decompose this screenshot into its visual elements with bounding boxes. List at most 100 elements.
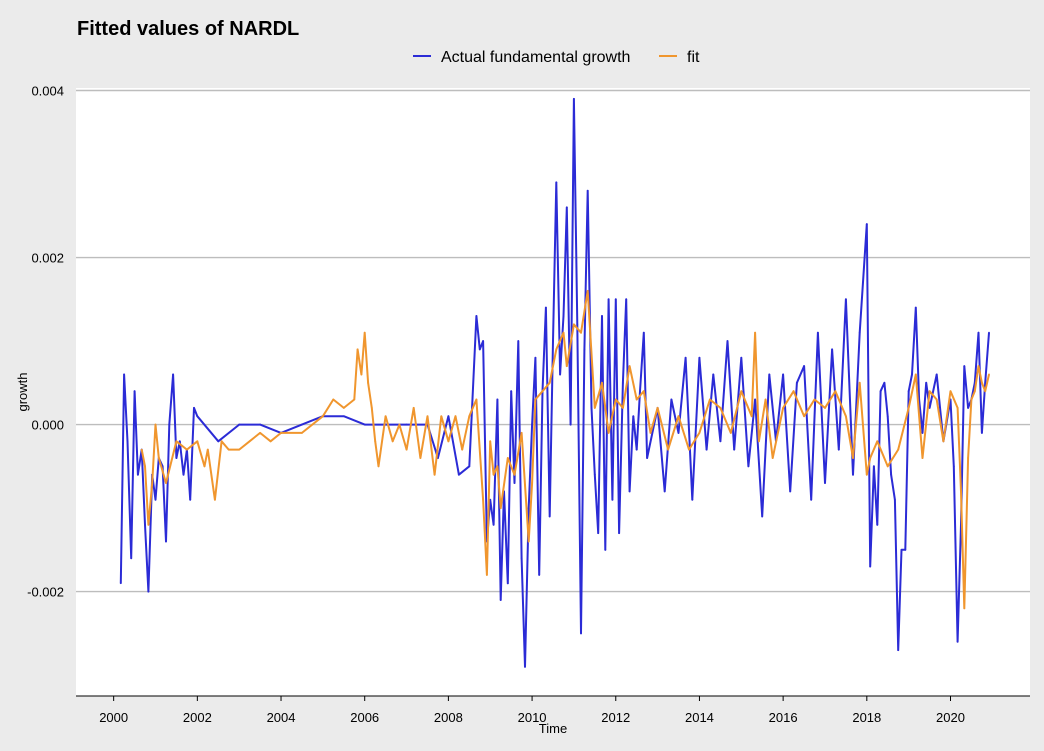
data-point — [900, 548, 903, 551]
data-point — [607, 298, 610, 301]
data-point — [663, 490, 666, 493]
data-point — [555, 348, 558, 351]
data-point — [792, 390, 795, 393]
data-point — [977, 331, 980, 334]
data-point — [562, 315, 565, 317]
data-point — [837, 448, 840, 451]
data-point — [154, 423, 157, 426]
data-point — [133, 390, 136, 393]
x-tick-label: 2018 — [852, 710, 881, 725]
data-point — [492, 473, 495, 476]
data-point — [980, 432, 983, 434]
data-point — [925, 381, 928, 384]
data-point — [897, 448, 900, 451]
data-point — [482, 340, 485, 342]
data-point — [988, 373, 990, 376]
data-point — [921, 457, 924, 459]
data-point — [611, 498, 614, 501]
data-point — [789, 490, 792, 493]
data-point — [489, 498, 492, 501]
data-point — [363, 423, 366, 426]
data-point — [119, 582, 122, 585]
data-point — [555, 181, 558, 184]
y-axis-ticks: -0.002 0.000 0.002 0.004 — [27, 84, 64, 600]
data-point — [956, 640, 959, 643]
legend-label-fit: fit — [687, 49, 700, 66]
data-point — [642, 390, 645, 393]
data-point — [384, 415, 387, 418]
data-point — [144, 523, 146, 526]
data-point — [510, 390, 513, 393]
data-point — [126, 440, 129, 443]
data-point — [597, 532, 600, 535]
data-point — [534, 398, 537, 401]
data-point — [524, 665, 526, 668]
data-point — [189, 498, 192, 501]
data-point — [977, 365, 980, 368]
data-point — [876, 523, 879, 526]
data-point — [482, 498, 485, 501]
data-point — [301, 432, 303, 434]
data-point — [513, 473, 516, 476]
data-point — [897, 649, 900, 651]
data-point — [175, 457, 178, 459]
data-point — [719, 406, 722, 409]
data-point — [852, 457, 854, 459]
data-point — [601, 315, 603, 317]
data-point — [876, 440, 879, 443]
data-point — [559, 373, 562, 376]
x-tick-label: 2002 — [183, 710, 212, 725]
data-point — [259, 423, 262, 426]
data-point — [447, 415, 450, 418]
data-point — [869, 457, 872, 459]
data-point — [824, 406, 826, 409]
data-point — [457, 473, 460, 476]
data-point — [499, 507, 502, 509]
data-point — [475, 315, 478, 317]
data-point — [565, 365, 568, 368]
y-tick-label: 0.000 — [31, 418, 64, 433]
data-point — [269, 440, 272, 443]
data-point — [412, 406, 415, 409]
data-point — [367, 381, 369, 384]
data-point — [698, 356, 701, 359]
data-point — [768, 373, 771, 376]
data-point — [677, 415, 680, 418]
data-point — [496, 465, 499, 468]
data-point — [796, 381, 798, 384]
x-tick-label: 2016 — [769, 710, 798, 725]
data-point — [363, 331, 366, 334]
data-point — [203, 465, 206, 468]
data-point — [852, 473, 854, 476]
data-point — [858, 381, 861, 384]
data-point — [667, 448, 669, 451]
data-point — [914, 306, 917, 309]
data-point — [475, 398, 478, 401]
data-point — [764, 398, 767, 401]
data-point — [468, 415, 471, 418]
data-point — [729, 432, 732, 434]
data-point — [639, 390, 641, 393]
data-point — [740, 390, 743, 393]
data-point — [921, 432, 924, 434]
data-point — [865, 223, 868, 226]
data-point — [178, 440, 181, 443]
data-point — [433, 473, 436, 476]
data-point — [963, 607, 966, 610]
data-point — [956, 406, 959, 409]
x-tick-label: 2006 — [350, 710, 379, 725]
data-point — [185, 448, 188, 451]
data-point — [377, 465, 380, 468]
data-point — [803, 415, 805, 418]
data-point — [705, 448, 708, 451]
data-point — [147, 523, 150, 526]
data-point — [984, 381, 987, 384]
data-point — [548, 515, 551, 518]
data-point — [656, 406, 659, 409]
data-point — [332, 398, 335, 401]
y-tick-label: 0.004 — [31, 84, 64, 99]
data-point — [580, 632, 582, 635]
data-point — [960, 490, 962, 493]
data-point — [684, 356, 687, 359]
legend-label-actual: Actual fundamental growth — [441, 49, 630, 66]
